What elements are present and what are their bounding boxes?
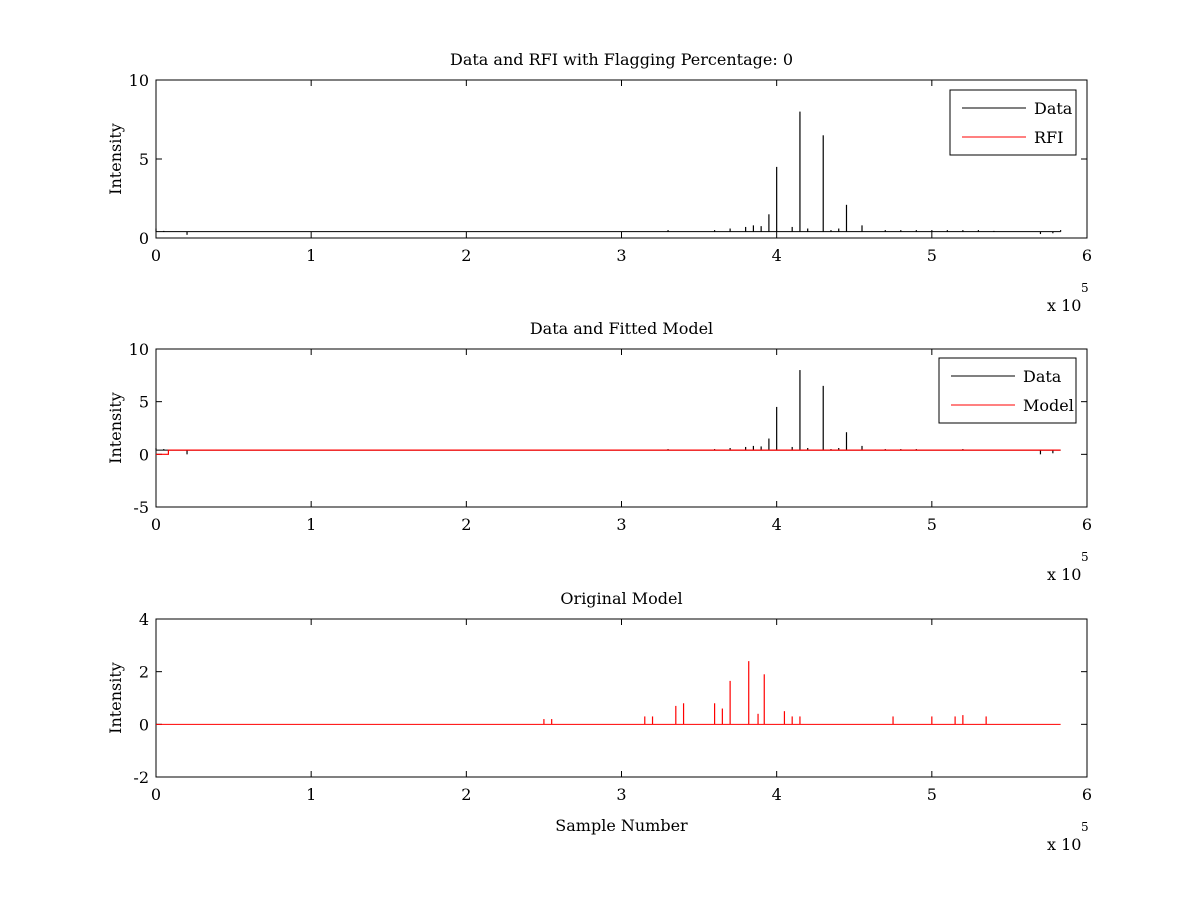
legend-label: Data — [1034, 99, 1073, 118]
x-tick-label: 6 — [1082, 246, 1092, 265]
x-multiplier: x 10 — [1047, 565, 1081, 584]
subplot-title: Original Model — [560, 589, 682, 608]
x-tick-label: 1 — [306, 785, 316, 804]
y-tick-label: 10 — [129, 340, 149, 359]
y-tick-label: 5 — [139, 393, 149, 412]
plot-area — [155, 618, 1088, 778]
x-axis-label: Sample Number — [555, 816, 688, 835]
y-tick-label: -5 — [133, 498, 149, 517]
legend-label: RFI — [1034, 128, 1063, 147]
legend-box — [938, 357, 1077, 424]
y-tick-label: -2 — [133, 768, 149, 787]
x-tick-label: 0 — [151, 246, 161, 265]
x-multiplier-exponent: 5 — [1081, 820, 1089, 834]
x-tick-label: 2 — [461, 785, 471, 804]
x-tick-label: 4 — [772, 246, 782, 265]
x-tick-label: 3 — [616, 515, 626, 534]
x-tick-label: 5 — [927, 785, 937, 804]
x-tick-label: 0 — [151, 785, 161, 804]
x-multiplier-exponent: 5 — [1081, 550, 1089, 564]
legend: Data RFI — [949, 89, 1077, 156]
legend-label: Data — [1023, 367, 1062, 386]
subplot-title: Data and Fitted Model — [530, 319, 713, 338]
y-axis-label: Intensity — [106, 123, 125, 195]
series-line — [156, 449, 1061, 455]
x-tick-label: 2 — [461, 515, 471, 534]
y-tick-label: 10 — [129, 71, 149, 90]
y-tick-label: 4 — [139, 610, 149, 629]
y-tick-label: 5 — [139, 150, 149, 169]
x-tick-label: 4 — [772, 785, 782, 804]
x-tick-label: 0 — [151, 515, 161, 534]
x-multiplier: x 10 — [1047, 835, 1081, 854]
y-axis-label: Intensity — [106, 392, 125, 464]
plot-area — [155, 79, 1088, 239]
x-multiplier: x 10 — [1047, 296, 1081, 315]
x-tick-label: 2 — [461, 246, 471, 265]
y-axis-label: Intensity — [106, 662, 125, 734]
x-tick-label: 6 — [1082, 515, 1092, 534]
series-model — [156, 449, 1061, 455]
x-tick-label: 5 — [927, 246, 937, 265]
x-tick-label: 1 — [306, 246, 316, 265]
x-tick-label: 3 — [616, 246, 626, 265]
series-data — [155, 111, 1062, 235]
series-model — [156, 661, 1061, 725]
legend-box — [949, 89, 1077, 156]
x-tick-label: 3 — [616, 785, 626, 804]
plot-area — [155, 348, 1088, 508]
y-tick-label: 0 — [139, 715, 149, 734]
legend: Data Model — [938, 357, 1077, 424]
subplot-title: Data and RFI with Flagging Percentage: 0 — [450, 50, 793, 69]
x-tick-label: 4 — [772, 515, 782, 534]
legend-label: Model — [1023, 396, 1074, 415]
y-tick-label: 0 — [139, 445, 149, 464]
x-tick-label: 1 — [306, 515, 316, 534]
y-tick-label: 2 — [139, 663, 149, 682]
x-tick-label: 5 — [927, 515, 937, 534]
x-tick-label: 6 — [1082, 785, 1092, 804]
y-tick-label: 0 — [139, 229, 149, 248]
x-multiplier-exponent: 5 — [1081, 281, 1089, 295]
